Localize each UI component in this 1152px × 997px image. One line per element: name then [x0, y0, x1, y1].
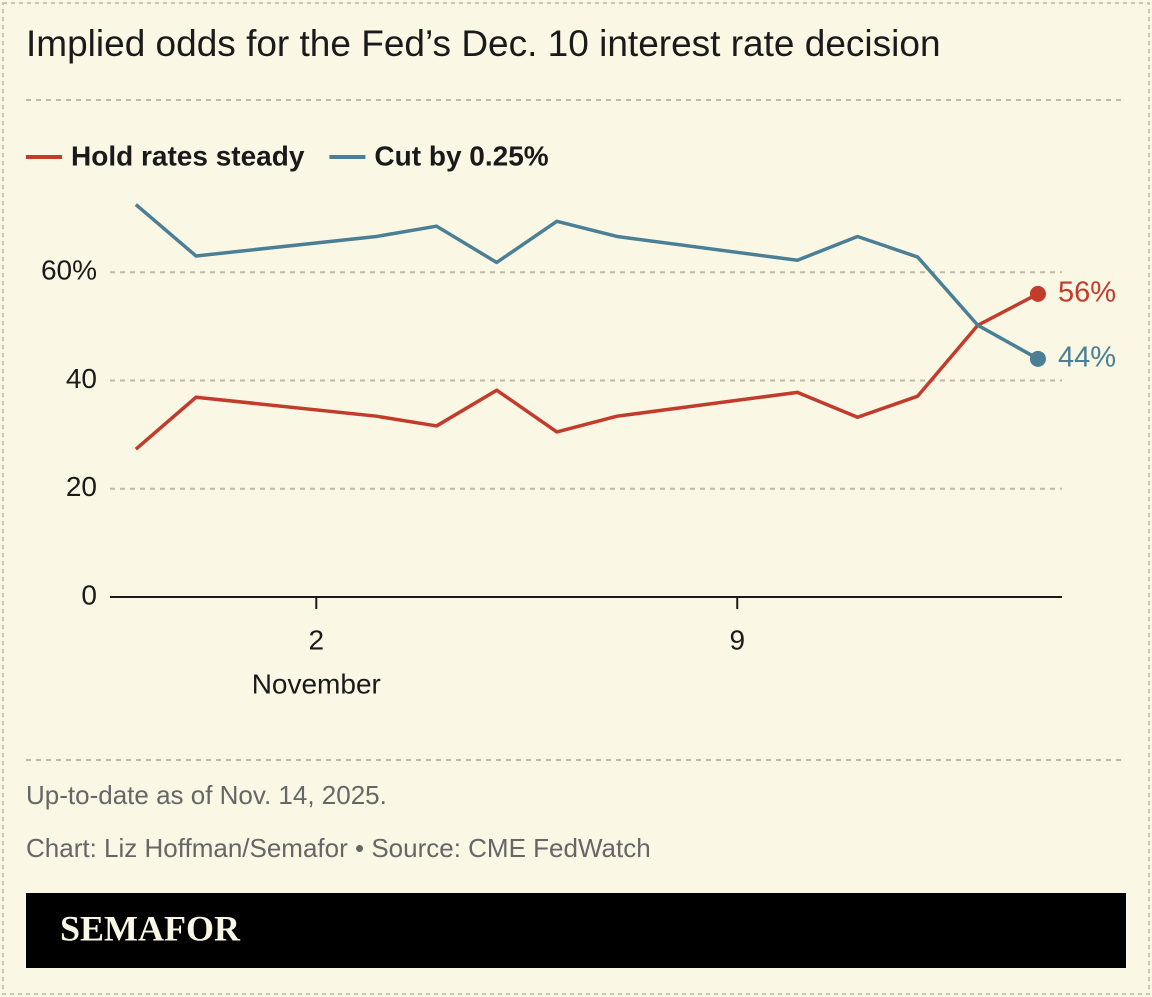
y-tick-label: 0	[81, 579, 97, 610]
brand-bar	[26, 893, 1126, 968]
series-line	[134, 292, 1039, 451]
y-tick-label: 40	[66, 363, 97, 394]
legend-label: Cut by 0.25%	[374, 140, 548, 171]
value-label: 44%	[1058, 341, 1116, 373]
y-tick-label: 20	[66, 471, 97, 502]
y-tick-label: 60%	[41, 255, 97, 286]
brand: SEMAFOR	[60, 908, 241, 948]
chart-title: Implied odds for the Fed’s Dec. 10 inter…	[26, 23, 941, 64]
series-line	[134, 203, 1039, 361]
x-tick-label: 2	[308, 624, 324, 655]
value-label: 56%	[1058, 277, 1116, 309]
x-axis-label: November	[252, 668, 381, 699]
end-dot	[1029, 350, 1046, 367]
x-tick-label: 9	[729, 624, 745, 655]
source: Chart: Liz Hoffman/Semafor • Source: CME…	[26, 833, 651, 863]
end-dot	[1029, 285, 1046, 302]
legend-label: Hold rates steady	[71, 140, 305, 171]
note: Up-to-date as of Nov. 14, 2025.	[26, 780, 387, 810]
